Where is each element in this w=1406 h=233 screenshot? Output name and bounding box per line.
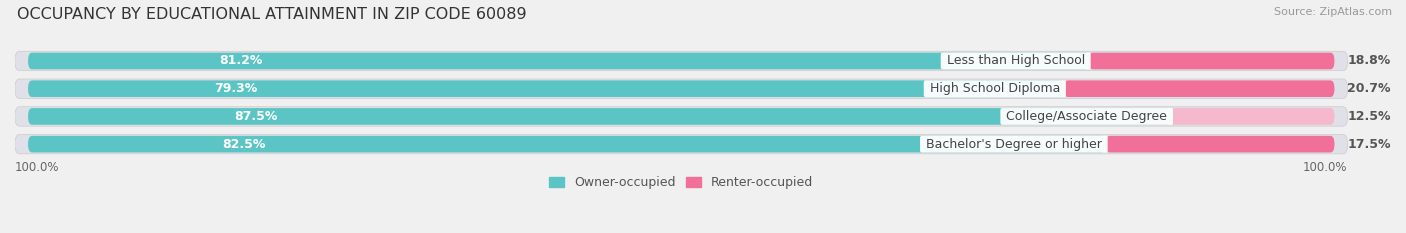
Text: 81.2%: 81.2% — [219, 55, 263, 68]
Text: 87.5%: 87.5% — [233, 110, 277, 123]
FancyBboxPatch shape — [28, 108, 1171, 125]
Text: High School Diploma: High School Diploma — [925, 82, 1064, 95]
Text: 100.0%: 100.0% — [15, 161, 59, 174]
FancyBboxPatch shape — [28, 53, 1088, 69]
FancyBboxPatch shape — [1064, 80, 1334, 97]
FancyBboxPatch shape — [15, 51, 1347, 71]
FancyBboxPatch shape — [1088, 53, 1334, 69]
Text: Less than High School: Less than High School — [942, 55, 1088, 68]
FancyBboxPatch shape — [28, 80, 1064, 97]
FancyBboxPatch shape — [1107, 136, 1334, 152]
Text: 18.8%: 18.8% — [1347, 55, 1391, 68]
Text: 82.5%: 82.5% — [222, 138, 266, 151]
Text: 20.7%: 20.7% — [1347, 82, 1391, 95]
Text: 79.3%: 79.3% — [215, 82, 257, 95]
Text: 12.5%: 12.5% — [1347, 110, 1391, 123]
FancyBboxPatch shape — [15, 107, 1347, 126]
Legend: Owner-occupied, Renter-occupied: Owner-occupied, Renter-occupied — [544, 171, 818, 194]
Text: College/Associate Degree: College/Associate Degree — [1002, 110, 1171, 123]
Text: Bachelor's Degree or higher: Bachelor's Degree or higher — [922, 138, 1107, 151]
Text: 100.0%: 100.0% — [1303, 161, 1347, 174]
Text: OCCUPANCY BY EDUCATIONAL ATTAINMENT IN ZIP CODE 60089: OCCUPANCY BY EDUCATIONAL ATTAINMENT IN Z… — [17, 7, 526, 22]
FancyBboxPatch shape — [15, 134, 1347, 154]
FancyBboxPatch shape — [28, 136, 1107, 152]
FancyBboxPatch shape — [1171, 108, 1334, 125]
FancyBboxPatch shape — [15, 79, 1347, 98]
Text: 17.5%: 17.5% — [1347, 138, 1391, 151]
Text: Source: ZipAtlas.com: Source: ZipAtlas.com — [1274, 7, 1392, 17]
